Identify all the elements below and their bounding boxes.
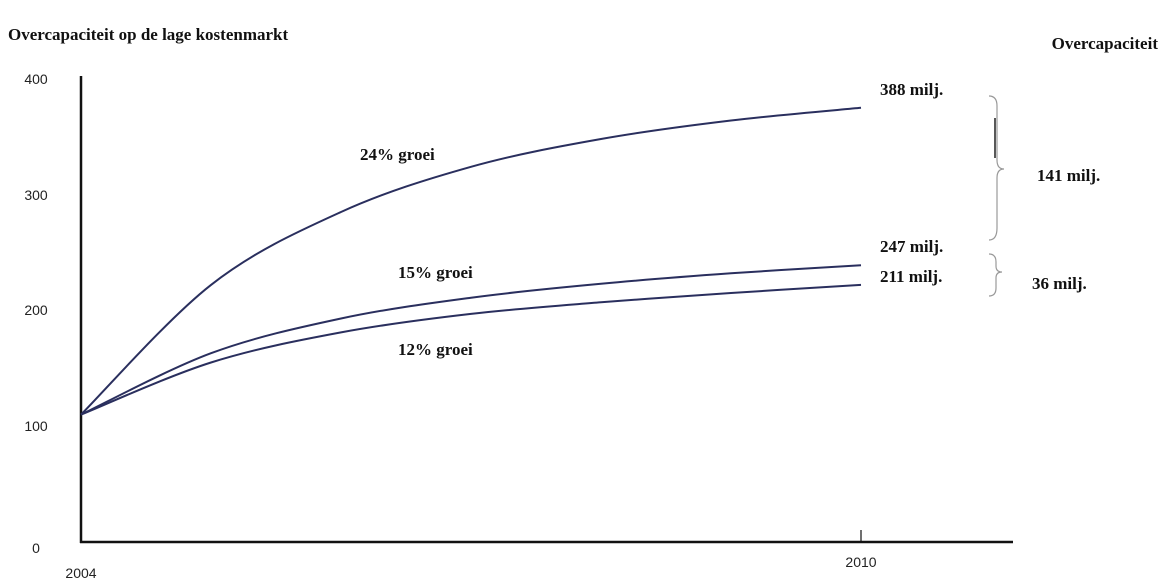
y-tick-label-200: 200 — [24, 302, 48, 318]
brace-36 — [988, 253, 1003, 297]
series-line-0 — [80, 106, 862, 416]
y-tick-label-0: 0 — [32, 540, 40, 556]
series-line-1 — [80, 264, 862, 416]
y-axis-tick-labels: 0 100 200 300 400 — [24, 71, 48, 556]
right-title: Overcapaciteit — [1052, 34, 1159, 53]
brace-141 — [988, 95, 1005, 241]
end-label-247: 247 milj. — [880, 237, 943, 256]
series-label-15: 15% groei — [398, 263, 473, 282]
end-label-211: 211 milj. — [880, 267, 942, 286]
x-tick-label-2004: 2004 — [65, 565, 96, 581]
chart-title: Overcapaciteit op de lage kostenmarkt — [8, 25, 288, 44]
series-lines — [80, 106, 862, 416]
x-axis-tick-labels: 2004 2010 — [65, 554, 876, 581]
y-tick-label-100: 100 — [24, 418, 48, 434]
y-tick-label-300: 300 — [24, 187, 48, 203]
series-line-2 — [80, 283, 862, 416]
y-tick-label-400: 400 — [24, 71, 48, 87]
x-tick-label-2010: 2010 — [845, 554, 876, 570]
bracket-label-36: 36 milj. — [1032, 274, 1087, 293]
end-label-388: 388 milj. — [880, 80, 943, 99]
series-label-12: 12% groei — [398, 340, 473, 359]
bracket-label-141: 141 milj. — [1037, 166, 1100, 185]
series-label-24: 24% groei — [360, 145, 435, 164]
